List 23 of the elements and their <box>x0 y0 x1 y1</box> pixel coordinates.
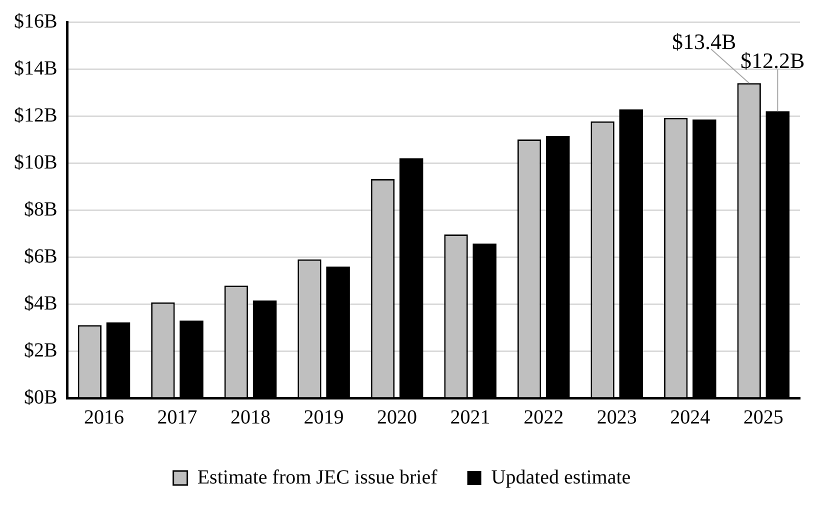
y-tick-label: $2B <box>24 339 58 362</box>
y-tick-label: $0B <box>24 386 58 408</box>
y-tick-label: $8B <box>24 198 58 220</box>
y-tick-label: $6B <box>24 245 58 268</box>
y-tick-label: $4B <box>24 292 58 314</box>
x-tick-label: 2025 <box>743 406 784 428</box>
x-tick-label: 2021 <box>450 406 490 428</box>
x-tick-label: 2018 <box>230 406 271 428</box>
legend-label: Estimate from JEC issue brief <box>197 466 438 488</box>
legend-label: Updated estimate <box>491 466 631 488</box>
x-tick-label: 2023 <box>596 406 637 428</box>
y-tick-label: $14B <box>14 57 58 80</box>
y-tick-label: $16B <box>14 10 58 32</box>
data-label: $13.4B <box>672 28 736 54</box>
y-tick-label: $12B <box>14 104 58 126</box>
x-tick-label: 2016 <box>84 406 124 428</box>
x-tick-label: 2022 <box>524 406 564 428</box>
x-tick-label: 2020 <box>377 406 418 428</box>
x-tick-label: 2019 <box>304 406 344 428</box>
y-tick-label: $10B <box>14 151 58 174</box>
data-label: $12.2B <box>740 48 805 74</box>
x-tick-label: 2024 <box>670 406 710 428</box>
x-tick-label: 2017 <box>157 406 198 428</box>
